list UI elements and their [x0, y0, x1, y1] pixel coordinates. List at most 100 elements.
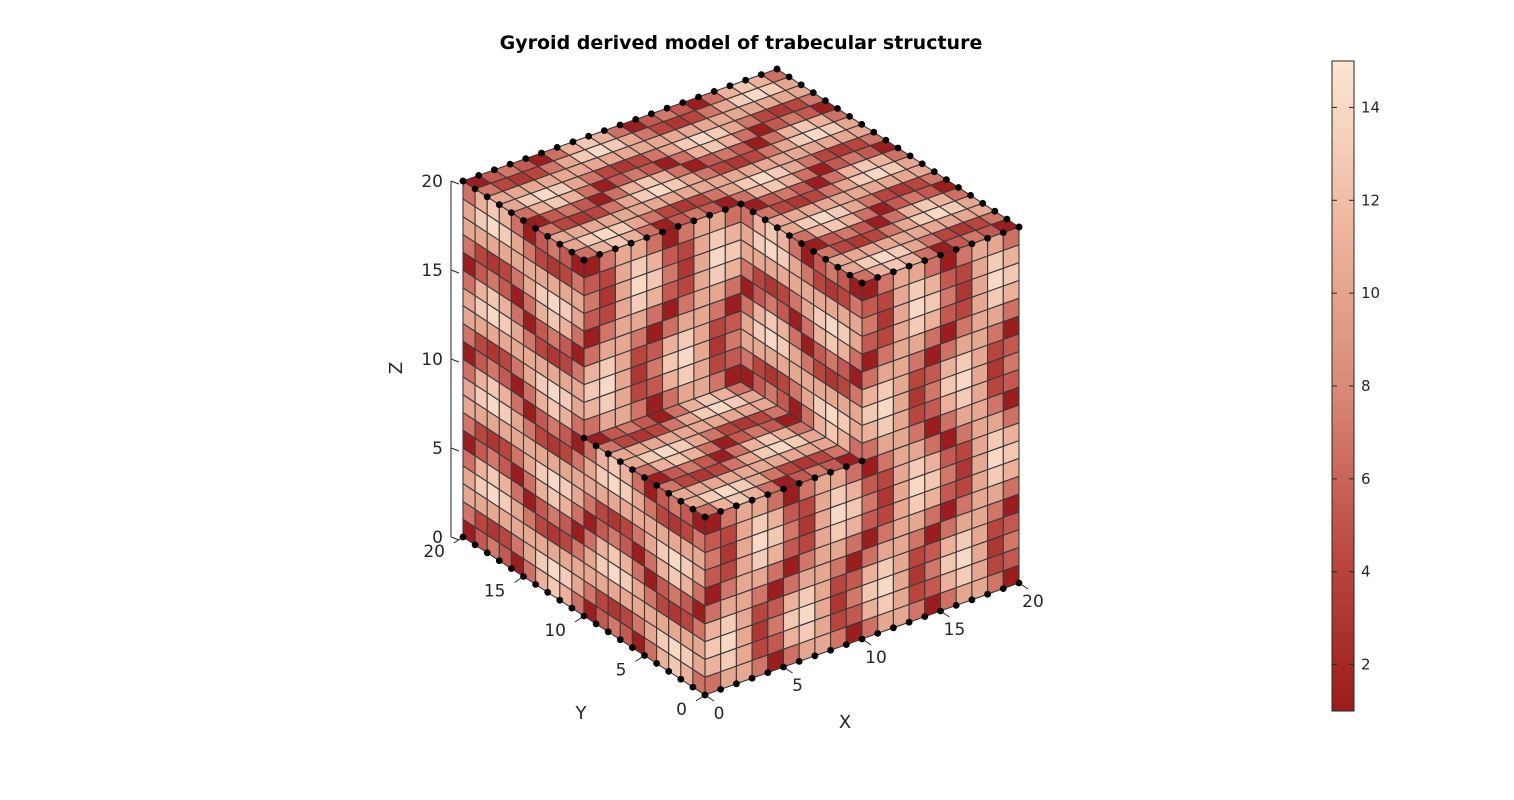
edge-node [918, 160, 926, 168]
edge-node [556, 240, 564, 248]
edge-node [701, 513, 709, 521]
edge-node [506, 160, 514, 168]
edge-node [475, 172, 483, 179]
edge-node [612, 245, 619, 253]
edge-node [870, 128, 878, 136]
edge-node [544, 232, 552, 240]
edge-nodes [459, 65, 1023, 699]
edge-node [677, 675, 685, 683]
colorbar-tick-label: 10 [1361, 284, 1380, 302]
edge-node [786, 232, 793, 240]
edge-node [780, 485, 787, 493]
edge-node [921, 613, 929, 620]
edge-node [984, 590, 991, 598]
colorbar: 2 4 6 8 10 12 14 [1331, 60, 1380, 712]
edge-node [834, 105, 841, 112]
edge-node [764, 669, 772, 676]
edge-node [858, 457, 866, 465]
edge-node [695, 93, 702, 101]
edge-node [690, 217, 698, 225]
z-tick-label: 5 [432, 439, 443, 459]
edge-node [569, 138, 577, 146]
edge-node [984, 234, 991, 242]
edge-node [937, 251, 944, 259]
x-tick-label: 15 [944, 620, 966, 640]
edge-node [604, 450, 612, 458]
edge-node [952, 246, 960, 253]
colorbar-tick-label: 12 [1361, 191, 1380, 209]
edge-node [737, 200, 745, 208]
edge-node [822, 255, 830, 263]
edge-node [520, 217, 527, 224]
edge-node [921, 257, 929, 264]
voxel-face [691, 502, 722, 518]
edge-node [495, 557, 503, 565]
edge-node [905, 262, 913, 270]
x-tick-label: 10 [865, 648, 887, 668]
edge-node [556, 596, 564, 604]
edge-node [795, 480, 803, 487]
edge-node [798, 240, 805, 247]
edge-node [967, 192, 974, 199]
edge-node [717, 686, 725, 693]
edge-node [592, 620, 600, 628]
edge-node [846, 271, 854, 279]
edge-node [894, 144, 902, 152]
edge-node [761, 216, 769, 224]
edge-node [874, 630, 882, 637]
edge-node [580, 256, 588, 264]
edge-node [706, 211, 713, 219]
colorbar-tick-label: 6 [1361, 470, 1371, 488]
edge-node [810, 248, 817, 255]
edge-node [616, 636, 624, 644]
edge-node [797, 81, 805, 89]
edge-node [568, 248, 576, 256]
edge-node [955, 184, 962, 191]
edge-node [710, 88, 718, 95]
edge-node [811, 474, 819, 482]
edge-node [721, 206, 729, 214]
edge-node [968, 596, 976, 604]
edge-node [483, 549, 491, 557]
edge-node [999, 229, 1007, 237]
edge-node [544, 588, 552, 596]
edge-node [890, 268, 897, 276]
edge-node [930, 168, 938, 176]
edge-node [471, 541, 479, 549]
x-axis-label: X [839, 712, 851, 733]
edge-node [905, 618, 913, 626]
edge-node [733, 502, 740, 510]
edge-node [538, 149, 545, 157]
edge-node [495, 201, 503, 209]
edge-node [846, 113, 853, 120]
edge-node [677, 497, 685, 505]
edge-node [809, 89, 817, 97]
edge-node [748, 496, 756, 504]
edge-node [822, 97, 829, 104]
edge-node [773, 224, 781, 232]
z-tick-label: 15 [421, 261, 443, 281]
edge-node [483, 193, 491, 201]
colorbar-tick-label: 4 [1361, 563, 1371, 581]
edge-node [641, 474, 648, 481]
colorbar-tick-label: 2 [1361, 656, 1371, 674]
colorbar-tick-label: 8 [1361, 377, 1371, 395]
x-tick-label: 5 [792, 676, 803, 696]
edge-node [568, 604, 576, 612]
edge-node [508, 565, 515, 572]
edge-node [834, 263, 842, 271]
edge-node [785, 73, 793, 81]
voxel-cube [461, 68, 1021, 697]
edge-node [596, 251, 604, 258]
edge-node [532, 581, 539, 588]
edge-node [508, 209, 515, 217]
edge-node [580, 434, 588, 442]
chart-title: Gyroid derived model of trabecular struc… [499, 32, 983, 54]
edge-node [653, 482, 660, 489]
edge-node [553, 144, 561, 151]
z-axis-label: Z [386, 362, 407, 374]
edge-node [979, 199, 987, 207]
edge-node [663, 104, 671, 112]
z-tick-label: 10 [421, 350, 443, 370]
y-tick-label: 15 [484, 582, 506, 602]
